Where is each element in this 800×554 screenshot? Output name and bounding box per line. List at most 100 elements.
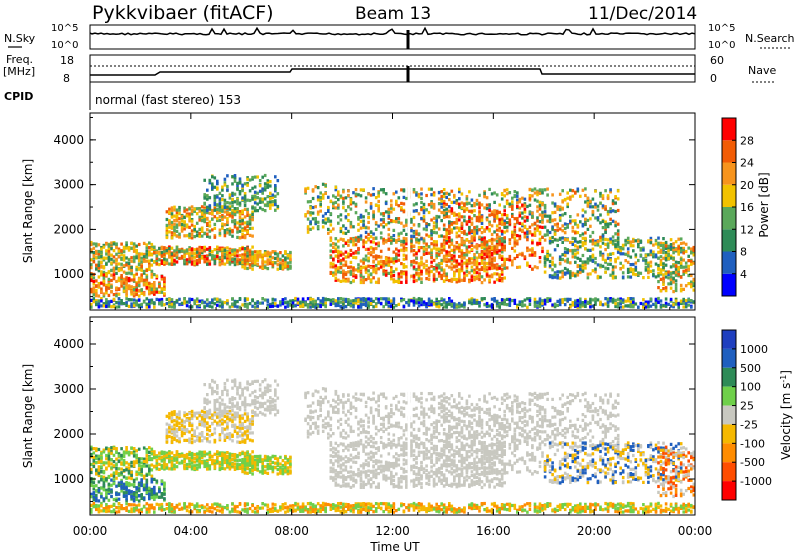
scatter-cell xyxy=(150,242,154,247)
scatter-cell xyxy=(256,191,259,195)
scatter-cell xyxy=(352,243,355,247)
scatter-cell xyxy=(448,220,451,224)
scatter-cell xyxy=(334,299,338,303)
scatter-cell xyxy=(395,217,398,221)
scatter-cell xyxy=(392,280,396,284)
scatter-cell xyxy=(246,258,249,262)
scatter-cell xyxy=(448,198,451,202)
scatter-cell xyxy=(208,235,212,239)
scatter-cell xyxy=(478,244,481,248)
scatter-cell xyxy=(173,262,176,266)
scatter-cell xyxy=(432,246,436,250)
scatter-cell xyxy=(654,242,658,246)
scatter-cell xyxy=(334,185,338,189)
scatter-cell xyxy=(200,234,204,238)
scatter-cell xyxy=(455,220,459,224)
scatter-cell xyxy=(364,301,368,305)
scatter-cell xyxy=(178,223,181,227)
scatter-cell xyxy=(458,187,461,191)
scatter-cell xyxy=(170,212,174,216)
scatter-cell xyxy=(390,305,393,309)
scatter-cell xyxy=(543,233,547,237)
scatter-cell xyxy=(400,243,403,247)
scatter-cell xyxy=(301,304,305,308)
scatter-cell xyxy=(619,267,622,271)
scatter-cell xyxy=(405,242,408,246)
scatter-cell xyxy=(206,197,209,201)
scatter-cell xyxy=(425,251,428,255)
scatter-cell xyxy=(642,276,645,280)
scatter-cell xyxy=(495,304,499,308)
scatter-cell xyxy=(589,224,592,228)
scatter-cell xyxy=(367,247,370,251)
scatter-cell xyxy=(473,230,476,234)
scatter-cell xyxy=(223,252,227,256)
scatter-cell xyxy=(296,297,300,301)
scatter-cell xyxy=(450,267,454,271)
scatter-cell xyxy=(97,243,101,247)
scatter-cell xyxy=(188,300,191,304)
scatter-cell xyxy=(662,282,665,286)
scatter-cell xyxy=(233,302,237,306)
scatter-cell xyxy=(216,299,219,303)
scatter-cell xyxy=(271,261,275,265)
scatter-cell xyxy=(420,277,423,281)
scatter-cell xyxy=(594,256,597,261)
scatter-cell xyxy=(369,245,373,250)
scatter-cell xyxy=(453,248,456,252)
scatter-cell xyxy=(238,305,242,309)
scatter-cell xyxy=(342,279,345,283)
scatter-cell xyxy=(130,256,133,260)
scatter-cell xyxy=(95,267,98,271)
scatter-cell xyxy=(372,236,375,240)
scatter-cell xyxy=(105,283,108,287)
scatter-cell xyxy=(347,205,350,209)
scatter-cell xyxy=(352,268,355,272)
scatter-cell xyxy=(609,252,612,256)
scatter-cell xyxy=(347,193,350,198)
scatter-cell xyxy=(226,205,229,209)
scatter-cell xyxy=(475,298,479,303)
scatter-cell xyxy=(390,199,393,203)
scatter-cell xyxy=(470,302,474,306)
scatter-cell xyxy=(198,245,201,249)
scatter-cell xyxy=(372,267,375,271)
scatter-cell xyxy=(170,298,174,302)
scatter-cell xyxy=(488,267,491,271)
scatter-cell xyxy=(173,228,176,233)
scatter-cell xyxy=(511,246,514,250)
scatter-cell xyxy=(175,214,179,218)
scatter-cell xyxy=(241,189,244,193)
scatter-cell xyxy=(332,301,335,305)
scatter-cell xyxy=(289,299,292,303)
scatter-cell xyxy=(198,234,201,238)
scatter-cell xyxy=(115,271,118,275)
scatter-cell xyxy=(674,270,678,274)
scatter-cell xyxy=(359,305,363,309)
scatter-cell xyxy=(528,225,532,229)
scatter-cell xyxy=(173,218,176,223)
scatter-cell xyxy=(674,264,678,268)
scatter-cell xyxy=(458,218,461,222)
scatter-cell xyxy=(279,266,282,270)
scatter-cell xyxy=(284,264,287,268)
scatter-cell xyxy=(97,299,101,303)
scatter-cell xyxy=(329,236,333,240)
scatter-cell xyxy=(251,299,254,303)
scatter-cell xyxy=(110,253,113,257)
scatter-cell xyxy=(344,277,348,281)
scatter-cell xyxy=(241,219,244,223)
scatter-cell xyxy=(218,304,222,308)
scatter-cell xyxy=(503,194,506,198)
scatter-cell xyxy=(150,299,154,303)
scatter-cell xyxy=(246,213,249,217)
scatter-cell xyxy=(384,192,388,196)
scatter-cell xyxy=(306,303,310,307)
scatter-cell xyxy=(604,270,607,274)
scatter-cell xyxy=(316,297,320,301)
scatter-cell xyxy=(102,265,106,269)
scatter-cell xyxy=(513,228,517,232)
scatter-cell xyxy=(500,192,504,197)
scatter-cell xyxy=(652,250,655,254)
freq-panel-frame xyxy=(89,54,696,83)
